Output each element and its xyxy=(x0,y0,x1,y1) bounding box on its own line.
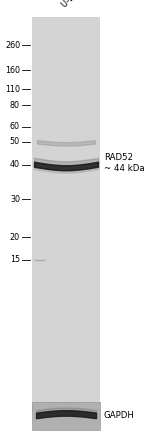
Text: RAD52
~ 44 kDa: RAD52 ~ 44 kDa xyxy=(104,152,145,173)
Text: 80: 80 xyxy=(10,101,20,110)
Text: 110: 110 xyxy=(5,85,20,94)
Text: U-2 OS: U-2 OS xyxy=(60,0,86,9)
Bar xyxy=(32,402,100,430)
Bar xyxy=(32,17,100,412)
Text: 50: 50 xyxy=(10,137,20,146)
Text: 60: 60 xyxy=(10,122,20,131)
Text: 30: 30 xyxy=(10,195,20,204)
Text: 40: 40 xyxy=(10,160,20,169)
Text: 15: 15 xyxy=(10,255,20,264)
Text: 20: 20 xyxy=(10,233,20,242)
Text: 160: 160 xyxy=(5,66,20,75)
Text: GAPDH: GAPDH xyxy=(104,412,135,420)
Text: 260: 260 xyxy=(5,41,20,50)
